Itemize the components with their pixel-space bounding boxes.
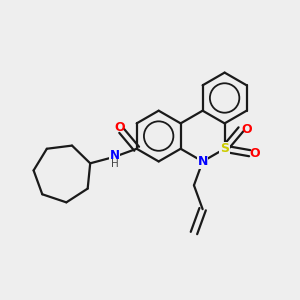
Text: O: O: [241, 123, 251, 136]
Text: O: O: [250, 147, 260, 160]
Text: N: N: [110, 149, 120, 162]
Text: N: N: [197, 155, 208, 168]
Text: S: S: [220, 142, 229, 155]
Text: H: H: [111, 159, 118, 169]
Text: O: O: [115, 121, 125, 134]
